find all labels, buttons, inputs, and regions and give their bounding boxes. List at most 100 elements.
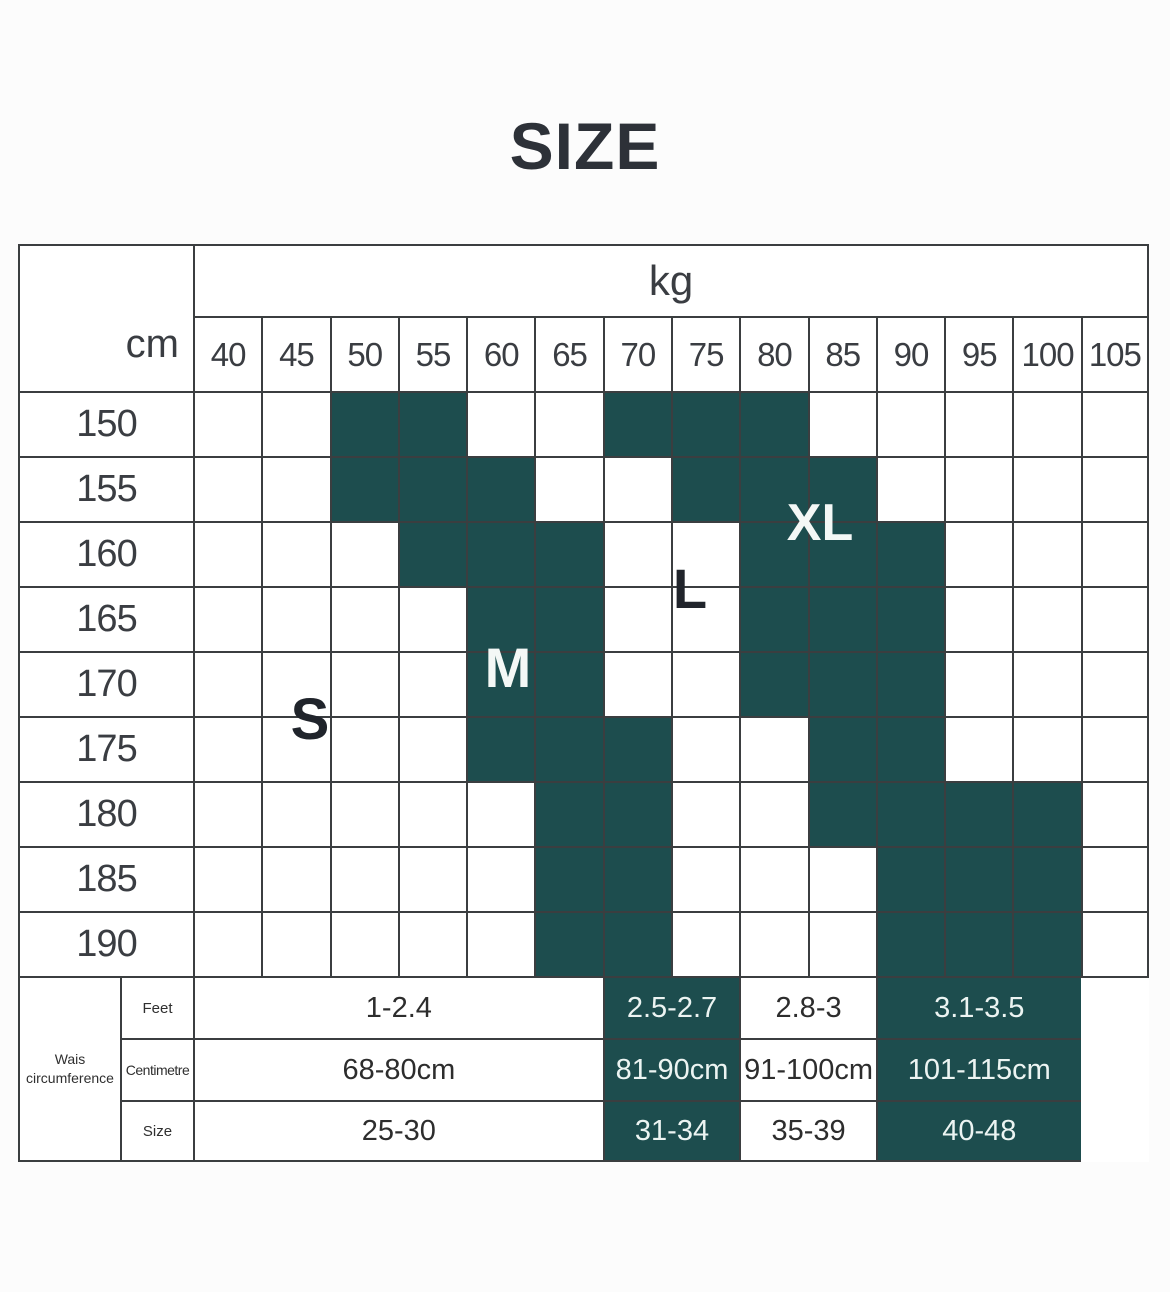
grid-cell <box>261 586 330 651</box>
grid-cell <box>944 586 1013 651</box>
grid-cell <box>1080 781 1149 846</box>
grid-cell <box>944 651 1013 716</box>
grid-cell <box>466 456 535 521</box>
weight-header-cell: 50 <box>329 316 398 391</box>
grid-cell <box>329 716 398 781</box>
waist-value-cell: 81-90cm <box>602 1038 740 1100</box>
grid-cell <box>534 586 603 651</box>
cm-unit-label: cm <box>18 244 193 391</box>
grid-cell <box>261 391 330 456</box>
waist-row-label: Feet <box>120 976 193 1038</box>
grid-cell <box>944 521 1013 586</box>
grid-cell <box>670 781 740 846</box>
grid-cell <box>397 716 467 781</box>
grid-cell <box>670 911 740 976</box>
grid-cell <box>602 391 671 456</box>
weight-header-cell: 100 <box>1012 316 1081 391</box>
page-title: SIZE <box>509 109 661 183</box>
height-label: 160 <box>18 521 193 586</box>
grid-cell <box>875 521 945 586</box>
weight-header-cell: 65 <box>534 316 603 391</box>
grid-cell <box>193 456 262 521</box>
grid-cell <box>534 456 603 521</box>
waist-value-cell: 3.1-3.5 <box>875 976 1081 1038</box>
waist-row-label: Size <box>120 1100 193 1162</box>
grid-cell <box>534 846 603 911</box>
grid-cell <box>466 651 535 716</box>
grid-cell <box>397 456 467 521</box>
grid-cell <box>807 586 876 651</box>
grid-cell <box>875 456 945 521</box>
grid-cell <box>466 781 535 846</box>
waist-value-cell: 40-48 <box>875 1100 1081 1162</box>
grid-cell <box>944 456 1013 521</box>
grid-cell <box>193 651 262 716</box>
grid-cell <box>739 716 808 781</box>
kg-unit-label: kg <box>193 244 1149 316</box>
grid-cell <box>1080 521 1149 586</box>
grid-cell <box>329 521 398 586</box>
grid-cell <box>875 391 945 456</box>
weight-header-cell: 80 <box>739 316 808 391</box>
grid-cell <box>534 651 603 716</box>
waist-value-cell: 91-100cm <box>739 1038 876 1100</box>
weight-header-cell: 90 <box>875 316 945 391</box>
grid-cell <box>1012 391 1081 456</box>
grid-cell <box>261 456 330 521</box>
grid-cell <box>807 911 876 976</box>
grid-cell <box>397 911 467 976</box>
grid-cell <box>944 911 1013 976</box>
grid-cell <box>739 846 808 911</box>
grid-cell <box>875 651 945 716</box>
grid-cell <box>1012 846 1081 911</box>
weight-header-cell: 95 <box>944 316 1013 391</box>
waist-empty-cell <box>1080 976 1149 1162</box>
grid-cell <box>261 651 330 716</box>
grid-cell <box>739 781 808 846</box>
waist-value-cell: 35-39 <box>739 1100 876 1162</box>
grid-cell <box>602 586 671 651</box>
grid-cell <box>261 846 330 911</box>
grid-cell <box>1012 716 1081 781</box>
grid-cell <box>329 391 398 456</box>
height-label: 190 <box>18 911 193 976</box>
height-label: 175 <box>18 716 193 781</box>
grid-cell <box>1012 911 1081 976</box>
grid-cell <box>670 846 740 911</box>
grid-cell <box>807 651 876 716</box>
grid-cell <box>602 781 671 846</box>
waist-value-cell: 68-80cm <box>193 1038 603 1100</box>
grid-cell <box>1012 781 1081 846</box>
grid-cell <box>670 391 740 456</box>
height-label: 150 <box>18 391 193 456</box>
grid-cell <box>1080 911 1149 976</box>
grid-cell <box>807 521 876 586</box>
grid-cell <box>602 456 671 521</box>
grid-cell <box>944 391 1013 456</box>
weight-header-cell: 55 <box>397 316 467 391</box>
grid-cell <box>944 716 1013 781</box>
grid-cell <box>397 391 467 456</box>
grid-cell <box>1012 521 1081 586</box>
grid-cell <box>670 456 740 521</box>
grid-cell <box>397 586 467 651</box>
grid-cell <box>534 781 603 846</box>
grid-cell <box>534 911 603 976</box>
grid-cell <box>875 781 945 846</box>
grid-cell <box>397 781 467 846</box>
grid-cell <box>261 911 330 976</box>
grid-cell <box>807 781 876 846</box>
grid-cell <box>534 716 603 781</box>
grid-cell <box>1080 651 1149 716</box>
grid-cell <box>1012 651 1081 716</box>
grid-cell <box>193 781 262 846</box>
grid-cell <box>602 521 671 586</box>
grid-cell <box>875 716 945 781</box>
grid-cell <box>739 651 808 716</box>
grid-cell <box>670 586 740 651</box>
waist-value-cell: 101-115cm <box>875 1038 1081 1100</box>
waist-row-label: Centimetre <box>120 1038 193 1100</box>
grid-cell <box>944 781 1013 846</box>
weight-header-cell: 45 <box>261 316 330 391</box>
size-table: S M L XL cm kg 40 45 50 55 60 65 70 75 80 85 90 95 100… <box>18 244 1149 1162</box>
